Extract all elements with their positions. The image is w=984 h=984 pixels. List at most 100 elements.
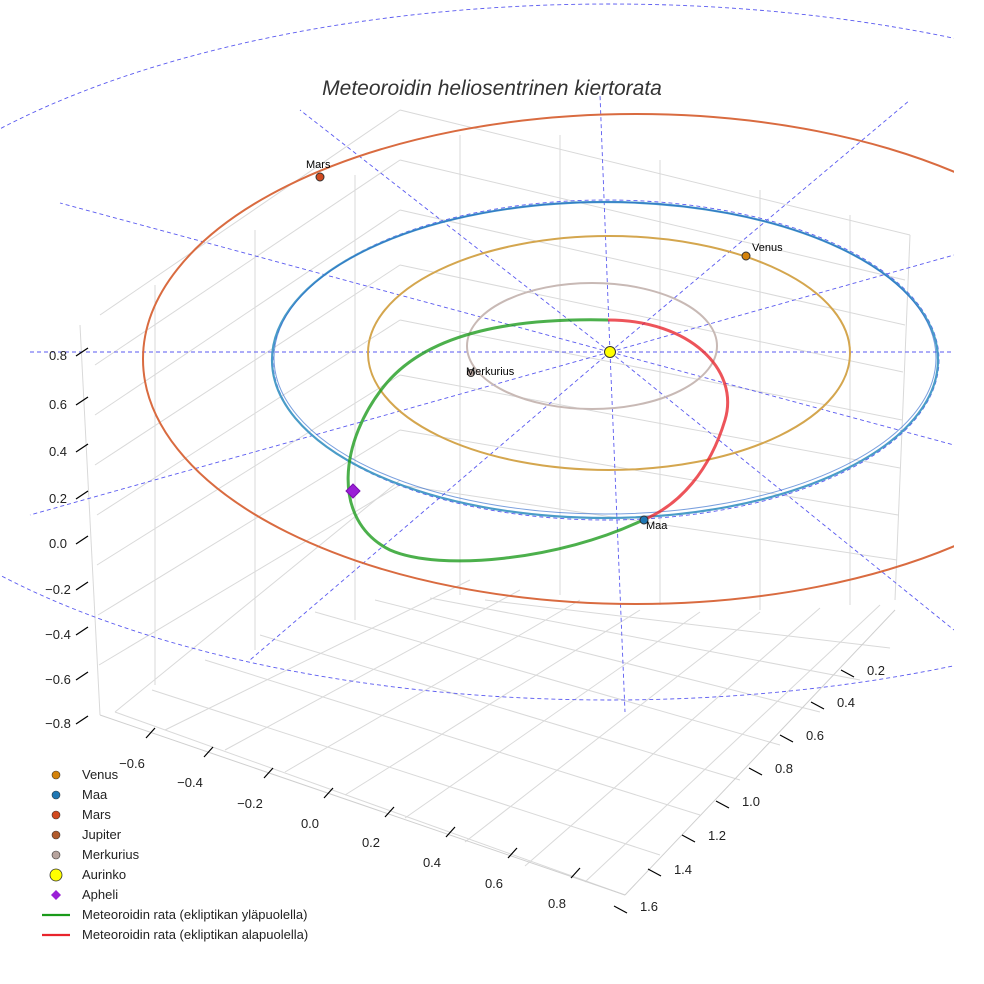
y-tick-label: 1.6	[640, 899, 658, 914]
z-tick-label: 0.4	[49, 444, 67, 459]
y-tick-label: 0.8	[775, 761, 793, 776]
maa-orbit-dark	[273, 201, 937, 515]
meteoroid-orbit	[346, 318, 730, 563]
y-tick-mark	[810, 701, 825, 710]
legend-item: Apheli	[51, 887, 118, 902]
aphelion-marker	[345, 483, 361, 499]
legend-circle-swatch	[51, 810, 61, 820]
legend: Venus Maa Mars Jupiter Merkurius Aurinko Aphel…	[42, 767, 308, 942]
x-tick-mark	[145, 727, 156, 739]
z-tick-mark	[75, 396, 89, 406]
legend-label: Merkurius	[82, 847, 140, 862]
x-tick-label: 0.6	[485, 876, 503, 891]
legend-item: Meteoroidin rata (ekliptikan alapuolella…	[42, 927, 308, 942]
venus-point	[741, 251, 751, 261]
legend-circle-swatch	[51, 770, 61, 780]
markers	[315, 172, 751, 525]
z-tick-label: −0.8	[45, 716, 71, 731]
z-tick-mark	[75, 347, 89, 357]
x-tick-label: −0.2	[237, 796, 263, 811]
y-tick-mark	[681, 834, 696, 843]
sun-marker	[604, 346, 616, 358]
legend-item: Aurinko	[49, 867, 126, 882]
legend-item: Maa	[51, 787, 108, 802]
z-tick-label: −0.2	[45, 582, 71, 597]
legend-diamond-swatch	[51, 890, 61, 900]
legend-label: Meteoroidin rata (ekliptikan yläpuolella…	[82, 907, 307, 922]
y-tick-mark	[647, 868, 662, 877]
legend-label: Venus	[82, 767, 119, 782]
y-tick-label: 1.4	[674, 862, 692, 877]
legend-item: Jupiter	[51, 827, 122, 842]
y-tick-mark	[715, 800, 730, 809]
legend-circle-swatch	[49, 868, 63, 882]
y-tick-label: 1.0	[742, 794, 760, 809]
z-tick-label: 0.8	[49, 348, 67, 363]
z-tick-label: 0.6	[49, 397, 67, 412]
y-tick-label: 0.2	[867, 663, 885, 678]
x-tick-label: −0.6	[119, 756, 145, 771]
x-tick-mark	[203, 746, 214, 758]
z-tick-label: 0.0	[49, 536, 67, 551]
y-axis-ticks: 0.2 0.4 0.6 0.8 1.0 1.2 1.4 1.6	[613, 663, 885, 914]
y-tick-mark	[779, 734, 794, 743]
y-tick-label: 1.2	[708, 828, 726, 843]
meteoroid-orbit-below	[607, 318, 730, 522]
x-tick-mark	[507, 847, 518, 859]
meteoroid-orbit-above	[346, 318, 644, 563]
legend-circle-swatch	[51, 830, 61, 840]
maa-label: Maa	[646, 520, 668, 532]
legend-item: Merkurius	[51, 847, 140, 862]
legend-label: Apheli	[82, 887, 118, 902]
y-tick-mark	[613, 905, 628, 914]
mars-point	[315, 172, 325, 182]
legend-label: Mars	[82, 807, 111, 822]
z-axis-ticks: 0.8 0.6 0.4 0.2 0.0 −0.2 −0.4 −0.6 −0.8	[45, 347, 89, 731]
planet-orbits	[142, 113, 954, 605]
legend-label: Jupiter	[82, 827, 122, 842]
maa-point	[639, 515, 649, 525]
x-tick-label: 0.0	[301, 816, 319, 831]
z-tick-label: −0.6	[45, 672, 71, 687]
merkurius-orbit	[466, 282, 718, 410]
mars-label: Mars	[306, 159, 331, 171]
x-tick-mark	[570, 867, 581, 879]
x-tick-label: 0.8	[548, 896, 566, 911]
legend-item: Venus	[51, 767, 119, 782]
legend-circle-swatch	[51, 850, 61, 860]
z-tick-mark	[75, 671, 89, 681]
legend-label: Maa	[82, 787, 108, 802]
z-tick-mark	[75, 490, 89, 500]
x-tick-label: −0.4	[177, 775, 203, 790]
x-axis-ticks: −0.6 −0.4 −0.2 0.0 0.2 0.4 0.6 0.8	[119, 727, 581, 911]
legend-item: Meteoroidin rata (ekliptikan yläpuolella…	[42, 907, 307, 922]
legend-label: Meteoroidin rata (ekliptikan alapuolella…	[82, 927, 308, 942]
y-tick-mark	[748, 767, 763, 776]
legend-label: Aurinko	[82, 867, 126, 882]
point-labels: Mars Venus Merkurius Maa	[306, 159, 783, 532]
merkurius-point	[467, 369, 475, 377]
z-tick-mark	[75, 581, 89, 591]
z-tick-mark	[75, 626, 89, 636]
z-tick-mark	[75, 715, 89, 725]
y-tick-label: 0.4	[837, 695, 855, 710]
x-tick-label: 0.2	[362, 835, 380, 850]
x-tick-mark	[445, 826, 456, 838]
legend-item: Mars	[51, 807, 111, 822]
x-tick-label: 0.4	[423, 855, 441, 870]
x-tick-mark	[323, 787, 334, 799]
y-tick-label: 0.6	[806, 728, 824, 743]
z-tick-label: 0.2	[49, 491, 67, 506]
x-tick-mark	[384, 806, 395, 818]
mars-orbit	[142, 113, 954, 605]
y-tick-mark	[840, 669, 855, 678]
venus-label: Venus	[752, 242, 783, 254]
x-tick-mark	[263, 767, 274, 779]
z-tick-mark	[75, 443, 89, 453]
chart-title: Meteoroidin heliosentrinen kiertorata	[322, 77, 662, 100]
venus-orbit	[367, 235, 851, 471]
z-tick-mark	[75, 535, 89, 545]
merkurius-label: Merkurius	[466, 366, 515, 378]
z-tick-label: −0.4	[45, 627, 71, 642]
